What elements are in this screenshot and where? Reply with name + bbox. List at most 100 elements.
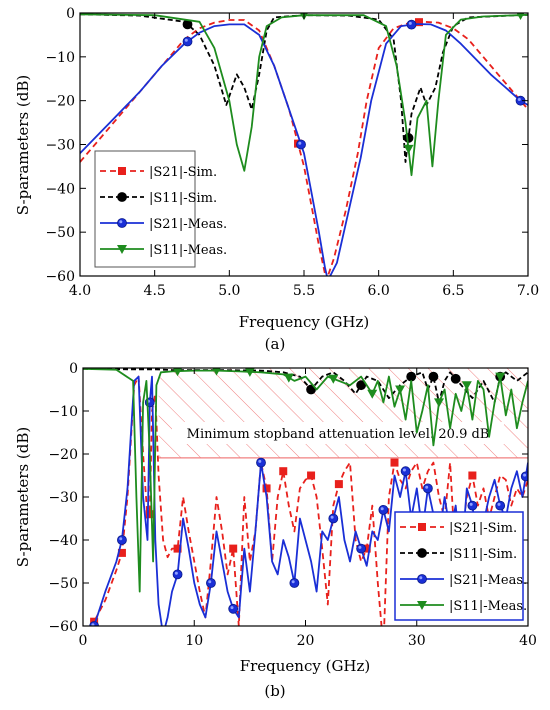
- chart-a-legend-item-3: |S21|-Meas.: [100, 217, 227, 232]
- chart-a-ytick-label: 0: [66, 6, 75, 22]
- chart-b-ytick-label: −20: [48, 447, 78, 463]
- legend-label: |S21|-Sim.: [149, 165, 217, 180]
- chart-b-legend-item-3: |S21|-Meas.: [400, 573, 527, 588]
- chart-b-series-3-marker: [495, 500, 506, 511]
- chart-b-caption: (b): [264, 682, 285, 700]
- chart-b-series-2-marker: [406, 371, 417, 382]
- chart-b-series-1-marker: [362, 544, 371, 553]
- chart-b-ylabel: S-parameters (dB): [14, 427, 32, 568]
- chart-b-legend-item-1: |S21|-Sim.: [400, 521, 517, 536]
- chart-b-series-3-marker: [228, 603, 239, 614]
- chart-a-xtick-label: 5.5: [293, 283, 315, 299]
- chart-b-xtick-label: 10: [185, 633, 203, 649]
- chart-b-legend-box: [394, 511, 524, 621]
- chart-b-series-4-marker: [212, 368, 221, 376]
- chart-a-series-2: [80, 13, 528, 163]
- legend-marker-sample: [117, 218, 127, 228]
- chart-b-series-3-marker: [520, 471, 528, 482]
- chart-b-xtick-label: 0: [79, 633, 88, 649]
- chart-a-xtick-label: 6.5: [442, 283, 464, 299]
- chart-a-xtick-label: 6.0: [368, 283, 390, 299]
- chart-b-legend: |S21|-Sim. |S11|-Sim. |S21|-Meas. |S11|-Mea…: [394, 511, 527, 621]
- chart-b-series-1-marker: [307, 471, 316, 480]
- chart-b-ytick-label: −50: [48, 576, 78, 592]
- chart-b-series-3-marker: [356, 543, 367, 554]
- chart-a-legend: |S21|-Sim. |S11|-Sim. |S21|-Meas. |S11|-Mea…: [94, 150, 227, 268]
- chart-b-series-1-marker: [262, 484, 271, 493]
- chart-b-series-3-marker: [400, 466, 411, 477]
- chart-a-xtick-label: 5.0: [218, 283, 240, 299]
- chart-b-xtick-label: 20: [297, 633, 315, 649]
- chart-b-series-3-marker: [422, 483, 433, 494]
- chart-b-series-3-marker: [467, 500, 478, 511]
- chart-a-xlabel: Frequency (GHz): [239, 313, 370, 331]
- chart-a-series-1-marker: [414, 18, 423, 27]
- chart-a-series-4: [80, 13, 528, 177]
- chart-b-series-4-marker: [283, 373, 294, 383]
- chart-a-ytick-label: −60: [45, 269, 75, 285]
- chart-a-series-3-marker: [406, 19, 417, 30]
- chart-b-ytick-label: −10: [48, 404, 78, 420]
- chart-a-series-4-marker: [403, 144, 414, 154]
- chart-b-series-4-marker: [495, 372, 506, 382]
- legend-marker-sample: [117, 192, 127, 202]
- chart-b-series-2-line: [83, 368, 528, 404]
- chart-b-series-3-marker: [328, 513, 339, 524]
- chart-b-series-4-marker: [367, 389, 378, 399]
- annotation-background: [172, 422, 504, 444]
- chart-b-series-1-marker: [334, 480, 343, 489]
- chart-b-xtick-label: 40: [519, 633, 537, 649]
- chart-b-series-4-marker: [328, 374, 339, 384]
- chart-b-series-4-marker: [244, 368, 255, 377]
- chart-a-series-4-line: [80, 13, 528, 177]
- chart-b-ytick-label: −60: [48, 619, 78, 635]
- chart-b-series-1-marker: [145, 510, 154, 519]
- chart-a-xtick-label: 4.0: [69, 283, 91, 299]
- chart-b-series-1-marker: [468, 471, 477, 480]
- legend-marker-sample: [417, 548, 427, 558]
- legend-label: |S11|-Meas.: [149, 243, 227, 258]
- chart-a-series-2-marker: [403, 133, 414, 143]
- chart-b-ytick-label: 0: [69, 361, 78, 377]
- chart-a-legend-item-2: |S11|-Sim.: [100, 191, 217, 206]
- chart-b-series-1-marker: [173, 544, 182, 553]
- chart-a-xtick-label: 7.0: [517, 283, 539, 299]
- chart-b-ytick-label: −30: [48, 490, 78, 506]
- legend-marker-sample: [418, 523, 426, 531]
- chart-b-axes: 0 10 20 30 40 0 −10 −20 −30 −40 −50 −60: [48, 361, 536, 649]
- chart-a-series-3-marker: [182, 36, 193, 47]
- chart-b-series-1-marker: [229, 544, 238, 553]
- legend-marker-sample: [417, 574, 427, 584]
- chart-a-ytick-label: −40: [45, 181, 75, 197]
- chart-b-series-3-marker: [256, 457, 266, 468]
- chart-a-series-4-marker: [516, 13, 525, 21]
- chart-b-ytick-label: −40: [48, 533, 78, 549]
- legend-marker-sample: [118, 167, 126, 175]
- legend-label: |S11|-Sim.: [149, 191, 217, 206]
- chart-a-legend-item-4: |S11|-Meas.: [100, 243, 227, 258]
- chart-a: 4.0 4.5 5.0 5.5 6.0 6.5 7.0 0 −10 −20 −30 −40 −50 −60…: [14, 6, 539, 353]
- chart-b-series-4-marker: [461, 381, 472, 391]
- chart-b-series-3-marker: [378, 504, 389, 515]
- chart-b-series-3-marker: [172, 569, 183, 580]
- chart-a-ylabel: S-parameters (dB): [14, 75, 32, 216]
- stopband-annotation: Minimum stopband attenuation level: 20.9…: [187, 427, 490, 442]
- chart-a-caption: (a): [265, 335, 286, 353]
- legend-label: |S11|-Sim.: [449, 547, 517, 562]
- chart-b-xlabel: Frequency (GHz): [240, 657, 371, 675]
- chart-b-series-2-marker: [428, 371, 439, 382]
- chart-a-series-3-marker: [296, 139, 306, 150]
- chart-b-legend-item-2: |S11|-Sim.: [400, 547, 517, 562]
- chart-a-series-2-line: [80, 13, 528, 163]
- legend-label: |S21|-Meas.: [449, 573, 527, 588]
- chart-a-xtick-label: 4.5: [144, 283, 166, 299]
- legend-marker-sample: [117, 245, 127, 254]
- chart-a-series-3-line: [80, 23, 528, 276]
- chart-b-series-3-marker: [289, 578, 300, 588]
- chart-b-series-4-marker: [172, 368, 183, 377]
- chart-b-legend-item-4: |S11|-Meas.: [400, 599, 527, 614]
- chart-a-legend-item-1: |S21|-Sim.: [100, 165, 217, 180]
- chart-b-series-1-marker: [279, 467, 288, 476]
- chart-b-series-layer: [83, 368, 528, 626]
